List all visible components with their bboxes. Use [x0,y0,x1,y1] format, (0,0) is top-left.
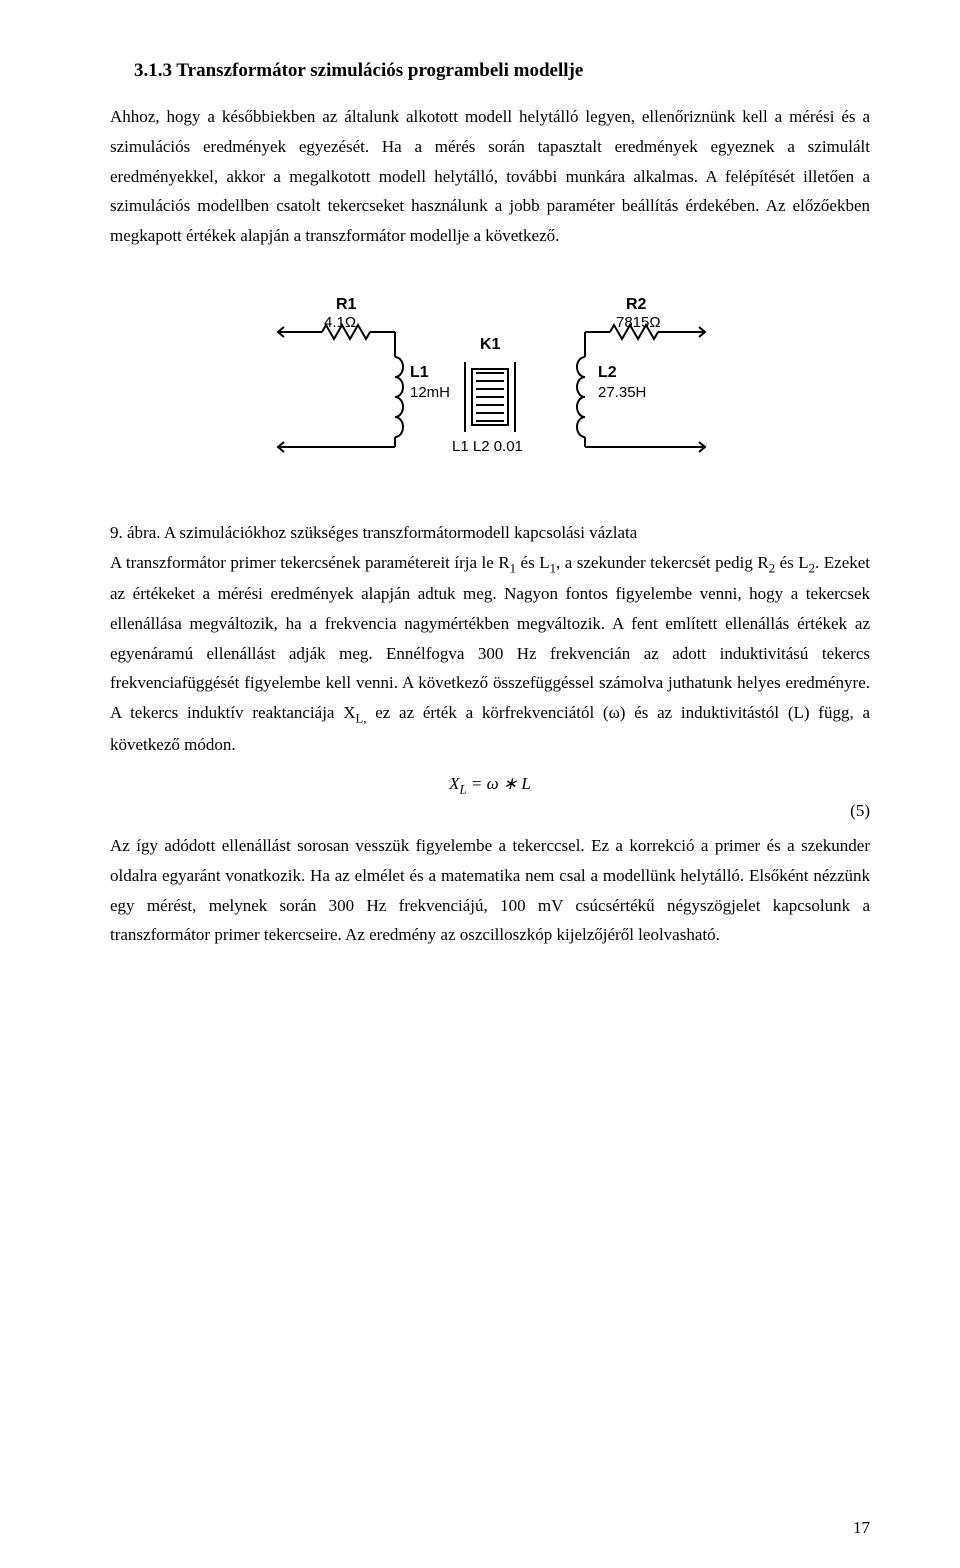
p2-d: és L [775,553,809,572]
p2-e: . Ezeket az értékeket a mérési eredménye… [110,553,870,723]
r2-value: 7815Ω [616,314,661,331]
coupling-label: L1 L2 0.01 [452,438,523,455]
equation-number: (5) [110,801,870,821]
equation: XL = ω ∗ L [110,774,870,797]
l2-label: L2 [598,364,617,381]
caption-and-paragraph-2: 9. ábra. A szimulációkhoz szükséges tran… [110,518,870,760]
p2-c: , a szekunder tekercsét pedig R [556,553,769,572]
l1-label: L1 [410,364,429,381]
paragraph-1: Ahhoz, hogy a későbbiekben az általunk a… [110,102,870,251]
page-number: 17 [853,1518,870,1538]
r1-label: R1 [336,296,357,313]
caption-text: 9. ábra. A szimulációkhoz szükséges tran… [110,523,637,542]
p2-a: A transzformátor primer tekercsének para… [110,553,510,572]
circuit-svg: R1 R2 K1 L1 L2 4.1Ω 7815Ω 12mH 27.35H L1… [260,287,720,477]
circuit-figure: R1 R2 K1 L1 L2 4.1Ω 7815Ω 12mH 27.35H L1… [110,287,870,482]
r1-value: 4.1Ω [324,314,356,331]
l1-value: 12mH [410,384,450,401]
p2-b: és L [516,553,550,572]
l2-value: 27.35H [598,384,646,401]
section-title: 3.1.3 Transzformátor szimulációs program… [134,60,870,82]
k1-label: K1 [480,336,501,353]
p2-sub-xl: L, [355,712,366,726]
r2-label: R2 [626,296,647,313]
page: 3.1.3 Transzformátor szimulációs program… [0,0,960,1568]
equation-eq: = ω ∗ L [471,774,531,793]
equation-x: X [449,774,459,793]
equation-sub-l: L [460,782,467,796]
paragraph-3: Az így adódott ellenállást sorosan vessz… [110,831,870,950]
